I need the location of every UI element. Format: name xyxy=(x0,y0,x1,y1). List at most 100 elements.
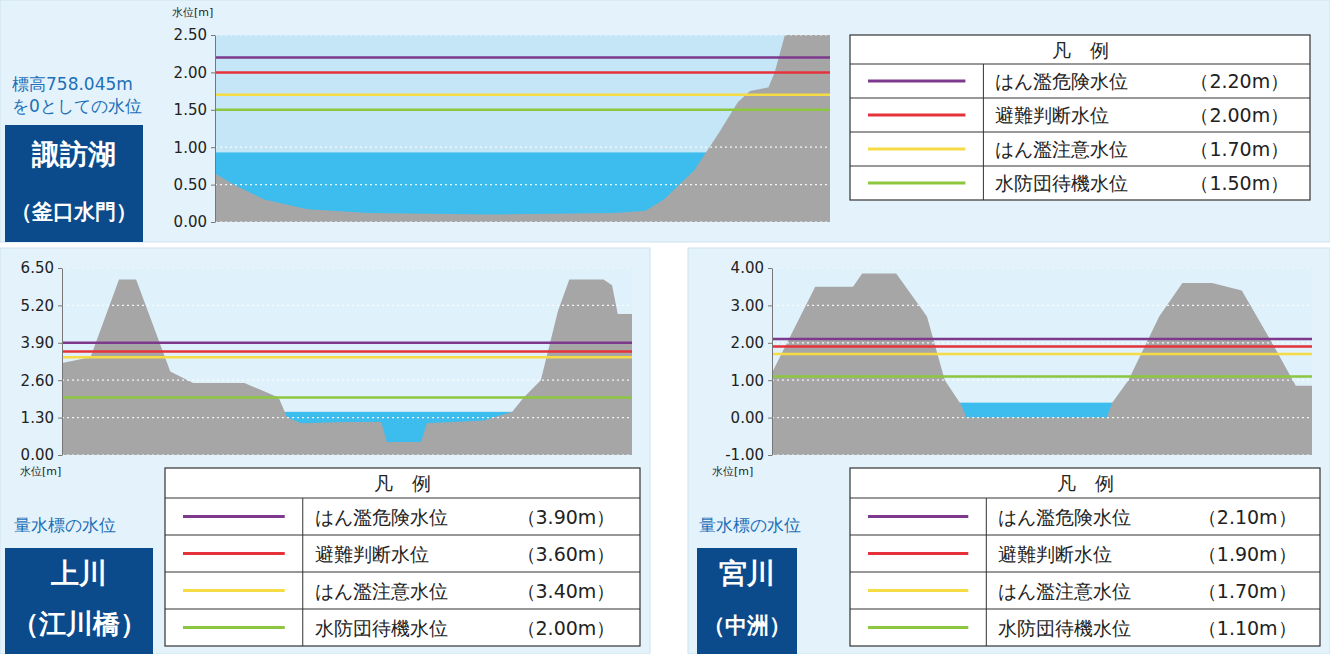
grid-line xyxy=(62,454,632,455)
subtitle: を0としての水位 xyxy=(12,96,142,116)
legend-title: 凡 例 xyxy=(1052,39,1109,61)
tick-mark xyxy=(58,418,62,419)
legend-value: （1.50m） xyxy=(1190,172,1289,194)
title-box xyxy=(5,548,153,654)
legend-label: 避難判断水位 xyxy=(315,543,429,565)
threshold-line xyxy=(62,396,632,399)
grid-line xyxy=(215,109,830,110)
tick-label: 3.90 xyxy=(21,334,54,352)
tick-label: 1.00 xyxy=(174,139,207,157)
tick-label: 5.20 xyxy=(21,297,54,315)
legend-swatch xyxy=(868,626,968,629)
plot-area xyxy=(215,35,830,222)
grid-line xyxy=(215,147,830,148)
threshold-line xyxy=(215,94,830,97)
legend-swatch xyxy=(868,114,965,117)
tick: 0.00 xyxy=(731,409,772,427)
tick: 2.00 xyxy=(174,64,215,82)
legend-label: はん濫注意水位 xyxy=(998,580,1131,602)
legend-swatch xyxy=(868,148,965,151)
grid-line xyxy=(215,221,830,222)
threshold-line xyxy=(215,109,830,112)
legend-value: （3.90m） xyxy=(517,506,616,528)
legend: 凡 例はん濫危険水位（2.20m）避難判断水位（2.00m）はん濫注意水位（1.… xyxy=(850,35,1310,200)
axis-line xyxy=(62,269,63,456)
grid-line xyxy=(215,72,830,73)
tick-mark xyxy=(58,455,62,456)
legend-swatch xyxy=(868,552,968,555)
panel-background xyxy=(688,248,1330,654)
legend-label: 避難判断水位 xyxy=(998,543,1112,565)
tick: 4.00 xyxy=(731,259,772,277)
legend-row-border xyxy=(850,98,1310,99)
grid-line xyxy=(772,454,1312,455)
tick-label: 1.00 xyxy=(731,372,764,390)
threshold-line xyxy=(215,71,830,74)
legend-value: （2.10m） xyxy=(1198,506,1297,528)
legend-row-border xyxy=(850,132,1310,133)
tick: 0.50 xyxy=(174,176,215,194)
plot-area xyxy=(62,268,632,455)
tick-mark xyxy=(58,380,62,381)
grid-line xyxy=(772,268,1312,269)
axis-line xyxy=(772,269,773,456)
legend-swatch xyxy=(868,182,965,185)
subtitle: 量水標の水位 xyxy=(14,515,116,535)
legend-swatch xyxy=(868,80,965,83)
axis-line xyxy=(215,36,216,223)
threshold-line xyxy=(62,350,632,353)
legend-label: はん濫危険水位 xyxy=(998,506,1131,528)
tick-mark xyxy=(768,268,772,269)
threshold-line xyxy=(772,338,1312,341)
tick: 0.00 xyxy=(174,213,215,231)
y-axis: 0.00 0.50 1.00 1.50 2.00 2.50 xyxy=(174,26,216,231)
legend-value: （1.90m） xyxy=(1198,543,1297,565)
tick: 1.50 xyxy=(174,101,215,119)
legend-box xyxy=(850,468,1320,646)
axis-title: 水位[m] xyxy=(172,6,213,19)
tick: 3.00 xyxy=(731,297,772,315)
legend-row-border xyxy=(850,609,1320,610)
legend-row-border xyxy=(850,166,1310,167)
legend-row-border xyxy=(165,535,640,536)
tick: 2.50 xyxy=(174,26,215,44)
legend-title: 凡 例 xyxy=(374,472,431,494)
grid-line xyxy=(772,342,1312,343)
tick-label: 2.50 xyxy=(174,26,207,44)
tick-label: 1.50 xyxy=(174,101,207,119)
grid-line xyxy=(215,35,830,36)
grid-line xyxy=(62,268,632,269)
tick: 2.60 xyxy=(21,372,62,390)
tick-label: 2.60 xyxy=(21,372,54,390)
legend-swatch xyxy=(183,626,285,629)
legend-swatch xyxy=(183,552,285,555)
tick-label: 0.00 xyxy=(174,213,207,231)
grid-line xyxy=(772,305,1312,306)
legend-label: 水防団待機水位 xyxy=(995,172,1128,194)
legend-box xyxy=(165,468,640,646)
legend-label: はん濫危険水位 xyxy=(315,506,448,528)
tick: 1.30 xyxy=(21,409,62,427)
tick: 5.20 xyxy=(21,297,62,315)
legend-value: （1.70m） xyxy=(1190,138,1289,160)
title: 諏訪湖 xyxy=(31,138,116,171)
grid-line xyxy=(62,380,632,381)
legend: 凡 例はん濫危険水位（2.10m）避難判断水位（1.90m）はん濫注意水位（1.… xyxy=(850,468,1320,646)
panel: 0.001.302.603.905.206.50水位[m]量水標の水位上川（江川… xyxy=(0,248,650,654)
tick-mark xyxy=(768,455,772,456)
legend: 凡 例はん濫危険水位（3.90m）避難判断水位（3.60m）はん濫注意水位（3.… xyxy=(165,468,640,646)
tick-mark xyxy=(211,222,215,223)
plot-area xyxy=(772,268,1312,455)
tick-label: 0.00 xyxy=(731,409,764,427)
title: （江川橋） xyxy=(12,608,147,639)
tick-mark xyxy=(211,147,215,148)
grid-line xyxy=(62,342,632,343)
title-box xyxy=(5,125,143,242)
legend-value: （1.70m） xyxy=(1198,580,1297,602)
tick: 1.00 xyxy=(731,372,772,390)
subtitle: 標高758.045m xyxy=(12,74,133,94)
terrain xyxy=(62,280,632,455)
threshold-line xyxy=(62,342,632,345)
tick-mark xyxy=(768,305,772,306)
tick-label: 6.50 xyxy=(21,259,54,277)
